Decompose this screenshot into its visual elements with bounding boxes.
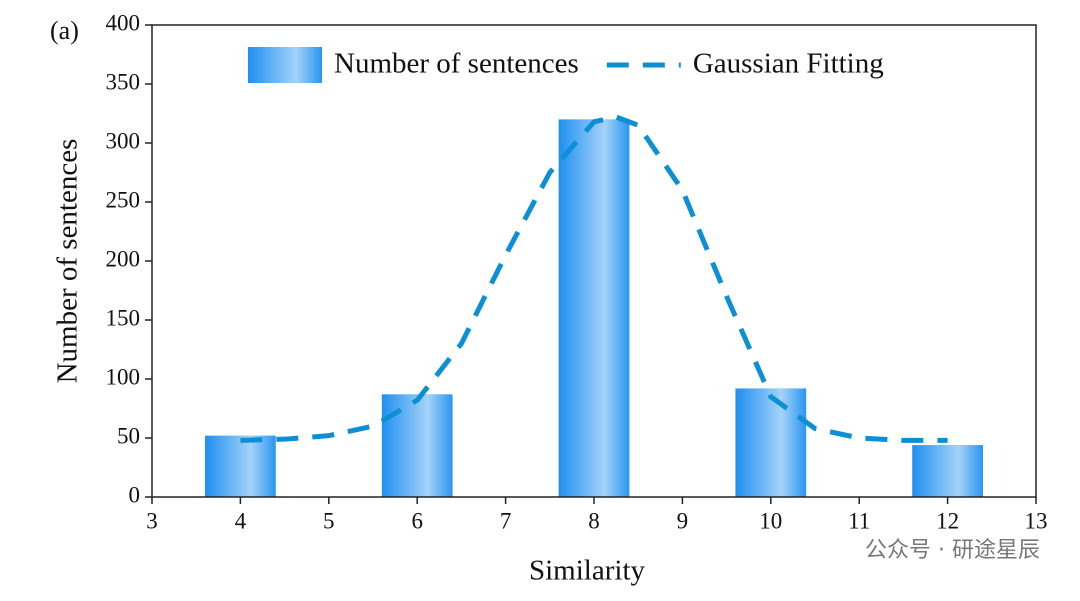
x-tick-label: 13	[1025, 508, 1048, 533]
x-tick-label: 11	[848, 508, 870, 533]
y-tick-label: 100	[106, 364, 141, 389]
x-tick-label: 9	[677, 508, 689, 533]
y-tick-label: 400	[106, 10, 141, 35]
y-tick-label: 350	[106, 69, 141, 94]
x-tick-label: 12	[936, 508, 959, 533]
legend-label: Number of sentences	[334, 48, 579, 80]
x-axis-label: Similarity	[529, 555, 646, 587]
x-tick-label: 3	[146, 508, 158, 533]
bar-shine	[205, 435, 276, 497]
x-tick-label: 6	[411, 508, 423, 533]
x-tick-label: 8	[588, 508, 600, 533]
y-tick-label: 50	[117, 423, 140, 448]
y-tick-label: 200	[106, 246, 141, 271]
y-tick-label: 250	[106, 187, 141, 212]
y-tick-label: 300	[106, 128, 141, 153]
y-axis-label: Number of sentences	[52, 139, 84, 384]
y-tick-label: 0	[129, 482, 141, 507]
x-tick-label: 10	[759, 508, 782, 533]
bar-shine	[381, 394, 453, 497]
watermark: 公众号 · 研途星辰	[865, 538, 1040, 563]
fit-line	[240, 114, 948, 443]
y-tick-label: 150	[106, 305, 141, 330]
x-tick-label: 5	[323, 508, 335, 533]
bar-shine	[558, 119, 630, 498]
bar-shine	[912, 445, 983, 497]
legend-swatch-shine	[248, 47, 322, 83]
x-tick-label: 7	[500, 508, 512, 533]
panel-label: (a)	[50, 16, 79, 45]
bar-shine	[735, 388, 807, 497]
x-tick-label: 4	[235, 508, 247, 533]
legend-label: Gaussian Fitting	[693, 48, 884, 80]
